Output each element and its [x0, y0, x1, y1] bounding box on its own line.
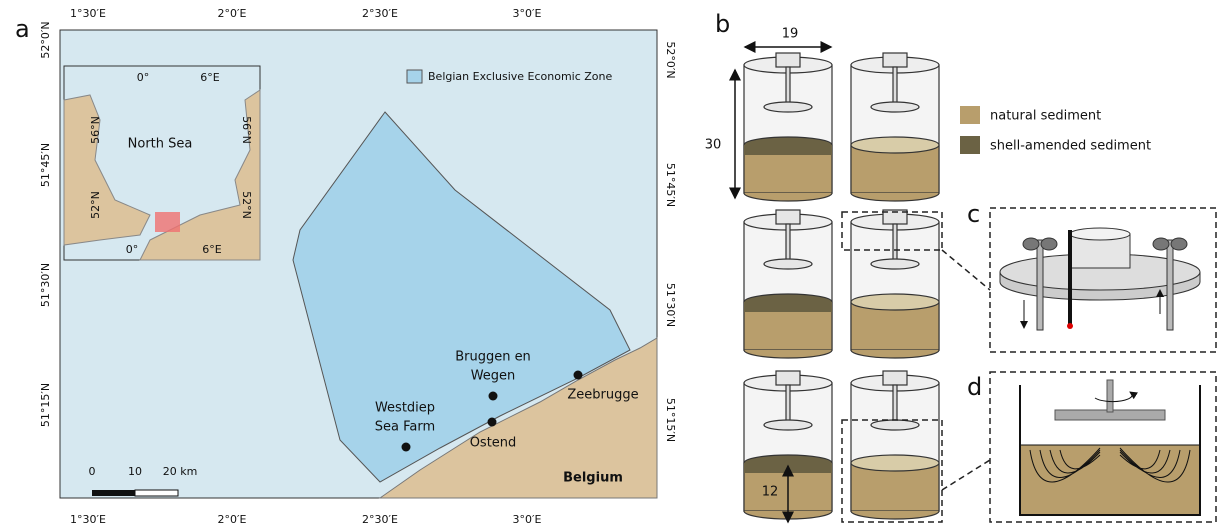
site-marker: [402, 443, 411, 452]
figure: a b c d 1°30′E 1°30′E 2°0′E 2°0′E 2°30′E 2°30′E 3°…: [0, 0, 1218, 528]
scale-bar: [135, 490, 178, 496]
inset-lon-label: 0°: [137, 71, 150, 84]
cylinder-bottom: [851, 511, 939, 519]
knob: [776, 53, 800, 67]
knob: [776, 371, 800, 385]
lon-label: 1°30′E: [70, 513, 106, 526]
sediment-top: [851, 137, 939, 153]
lat-label: 52°0′N: [39, 21, 52, 58]
stirrer-disk: [764, 259, 812, 269]
lat-label: 51°45′N: [39, 143, 52, 187]
knob: [776, 210, 800, 224]
stirrer-disk: [871, 102, 919, 112]
mesocosm: [851, 53, 939, 201]
connector: [942, 250, 990, 290]
lon-label: 2°30′E: [362, 7, 398, 20]
scale-label: 10: [128, 465, 142, 478]
stirrer-rod: [893, 385, 897, 425]
place-label: Sea Farm: [375, 420, 435, 435]
site-marker: [489, 392, 498, 401]
cylinder-bottom: [851, 350, 939, 358]
dimension-label: 19: [782, 27, 799, 42]
lat-label: 52°0′N: [664, 41, 677, 78]
stirrer-rod: [786, 385, 790, 425]
stirrer-rod: [786, 67, 790, 107]
inset-lon-label: 6°E: [200, 71, 219, 84]
dimension-label: 12: [762, 485, 779, 500]
stirrer-disk: [764, 420, 812, 430]
site-marker: [488, 418, 497, 427]
inset-lat-label: 52°N: [240, 191, 253, 219]
place-label: Zeebrugge: [567, 388, 638, 403]
knob: [883, 53, 907, 67]
country-label: Belgium: [563, 471, 623, 486]
lon-label: 3°0′E: [513, 7, 542, 20]
lon-label: 2°0′E: [218, 7, 247, 20]
lon-label: 1°30′E: [70, 7, 106, 20]
legend-swatch: [407, 70, 422, 83]
stirrer-rod: [893, 67, 897, 107]
cylinder-bottom: [744, 193, 832, 201]
scale-label: 0: [89, 465, 96, 478]
mesocosm: [744, 53, 832, 201]
legend-swatch: [960, 106, 980, 124]
stirrer-disk: [871, 259, 919, 269]
inset-lon-label: 0°: [126, 243, 139, 256]
place-label: Westdiep: [375, 401, 435, 416]
dimension-label: 30: [705, 138, 722, 153]
scale-bar: [92, 490, 135, 496]
lat-label: 51°30′N: [39, 263, 52, 307]
panel-label: c: [967, 200, 980, 228]
panel-label: a: [15, 15, 30, 43]
shell-layer: [744, 145, 832, 155]
stirrer-rod: [786, 224, 790, 264]
flow-detail: [1020, 380, 1200, 515]
lat-label: 51°15′N: [39, 383, 52, 427]
sea-label: North Sea: [128, 137, 193, 152]
lat-label: 51°15′N: [664, 398, 677, 442]
panel-label: d: [967, 373, 982, 401]
legend-label: shell-amended sediment: [990, 139, 1151, 154]
legend-swatch: [960, 136, 980, 154]
inset-lat-label: 56°N: [240, 116, 253, 144]
place-label: Wegen: [471, 369, 516, 384]
cylinder-bottom: [851, 193, 939, 201]
sediment-top: [851, 294, 939, 310]
panel-label: b: [715, 10, 730, 38]
stirrer-disk: [871, 420, 919, 430]
lon-label: 2°0′E: [218, 513, 247, 526]
shell-layer: [744, 302, 832, 312]
mesocosm: [744, 210, 832, 358]
mesocosm: [851, 371, 939, 519]
legend-label: Belgian Exclusive Economic Zone: [428, 70, 613, 83]
lat-label: 51°45′N: [664, 163, 677, 207]
cylinder-bottom: [744, 350, 832, 358]
stirrer-rod: [893, 224, 897, 264]
site-marker: [574, 371, 583, 380]
place-label: Ostend: [470, 436, 517, 451]
lon-label: 3°0′E: [513, 513, 542, 526]
mesocosm: [851, 210, 939, 358]
scale-label: 20 km: [163, 465, 198, 478]
place-label: Bruggen en: [455, 350, 531, 365]
sediment-top: [851, 455, 939, 471]
lat-label: 51°30′N: [664, 283, 677, 327]
inset-lat-label: 52°N: [89, 191, 102, 219]
stirrer-disk: [764, 102, 812, 112]
connector: [942, 460, 990, 490]
knob: [883, 371, 907, 385]
lid-detail: [1000, 228, 1200, 330]
lon-label: 2°30′E: [362, 513, 398, 526]
inset-lat-label: 56°N: [89, 116, 102, 144]
inset-lon-label: 6°E: [202, 243, 221, 256]
inset-area: [155, 212, 180, 232]
legend-label: natural sediment: [990, 109, 1101, 124]
